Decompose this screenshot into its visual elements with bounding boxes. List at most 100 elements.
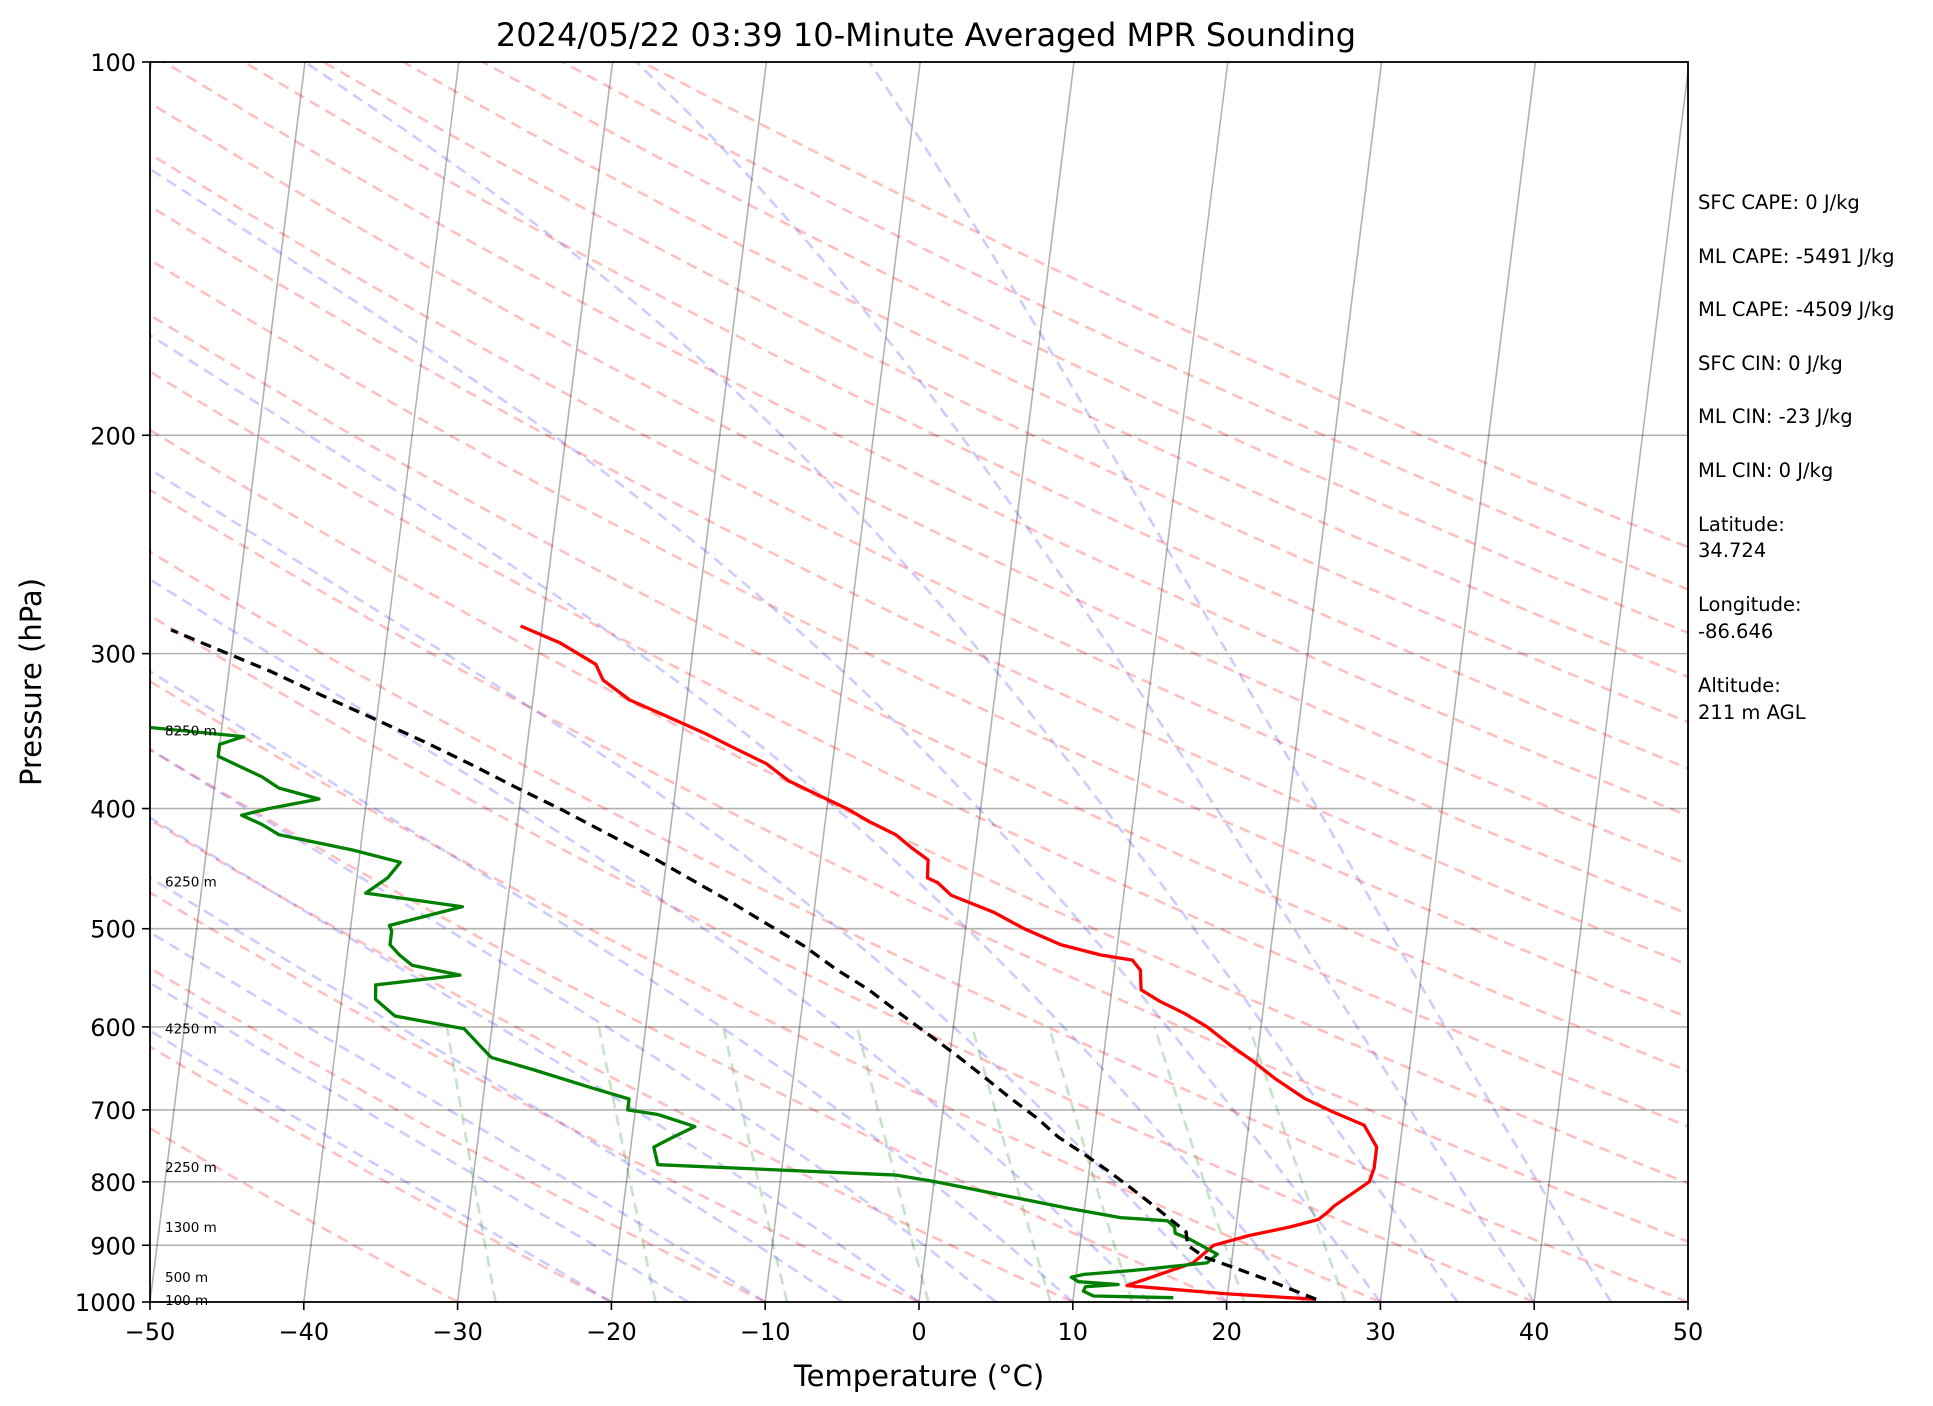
- isotherm-line: [1072, 62, 1229, 1302]
- info-line: ML CIN: -23 J/kg: [1698, 405, 1853, 428]
- dry-adiabat: [150, 488, 1688, 1244]
- reference-lines: [150, 62, 1688, 1302]
- info-line: ML CAPE: -4509 J/kg: [1698, 298, 1895, 321]
- dry-adiabat: [243, 62, 1688, 770]
- info-line: SFC CAPE: 0 J/kg: [1698, 191, 1860, 214]
- parcel-profile: [170, 628, 1317, 1301]
- isotherm-line: [610, 62, 768, 1302]
- moist-adiabat: [868, 62, 1613, 1302]
- isotherm-line: [303, 62, 460, 1302]
- y-tick-label: 200: [90, 422, 136, 450]
- info-line: SFC CIN: 0 J/kg: [1698, 352, 1843, 375]
- x-tick-label: −30: [432, 1318, 483, 1346]
- x-tick-label: 10: [1058, 1318, 1089, 1346]
- isotherm-line: [764, 62, 921, 1302]
- dry-adiabat: [150, 101, 1688, 866]
- mixing-ratio-line: [970, 1026, 1052, 1302]
- dry-adiabat: [150, 747, 1228, 1302]
- height-label: 1300 m: [165, 1220, 217, 1236]
- moist-adiabat: [150, 669, 1074, 1302]
- dry-adiabat: [150, 818, 1074, 1302]
- height-label: 2250 m: [165, 1160, 217, 1176]
- height-label: 8250 m: [165, 723, 217, 739]
- x-tick-label: 40: [1519, 1318, 1550, 1346]
- data-lines: [150, 624, 1379, 1301]
- dry-adiabat: [150, 1045, 612, 1302]
- y-tick-label: 300: [90, 641, 136, 669]
- mixing-ratio-line: [445, 1026, 497, 1302]
- isotherm-line: [918, 62, 1075, 1302]
- x-tick-label: −20: [586, 1318, 637, 1346]
- mixing-ratio-line: [722, 1026, 789, 1302]
- dry-adiabat: [322, 62, 1688, 724]
- dry-adiabat: [150, 258, 1688, 1019]
- y-tick-label: 1000: [75, 1289, 136, 1317]
- y-axis: 100 200 300 400 500 600 700 800 900 1000: [75, 49, 150, 1317]
- dry-adiabat: [150, 204, 1688, 967]
- dry-adiabat: [150, 891, 920, 1302]
- y-tick-label: 100: [90, 49, 136, 77]
- isotherm-line: [456, 62, 614, 1302]
- x-tick-label: 50: [1673, 1318, 1704, 1346]
- height-label: 100 m: [165, 1293, 208, 1309]
- dry-adiabat: [150, 428, 1688, 1185]
- moist-adiabat: [150, 467, 1228, 1302]
- height-labels: 8250 m 6250 m 4250 m 2250 m 1300 m 500 m 100 m: [165, 723, 217, 1308]
- mixing-ratio-line: [1153, 1026, 1246, 1302]
- x-tick-label: −10: [740, 1318, 791, 1346]
- y-tick-label: 400: [90, 796, 136, 824]
- height-label: 4250 m: [165, 1022, 217, 1038]
- temperature-profile: [519, 624, 1379, 1301]
- dry-adiabat: [150, 1126, 459, 1302]
- moist-adiabat: [150, 577, 1151, 1302]
- x-axis: −50 −40 −30 −20 −10 0 10 20 30 40 50: [125, 1302, 1704, 1346]
- dry-adiabat: [150, 370, 1688, 1128]
- isotherm-line: [1533, 65, 1688, 1302]
- y-tick-label: 600: [90, 1014, 136, 1042]
- isotherm-line: [150, 62, 306, 1302]
- moist-adiabat: [150, 815, 920, 1302]
- chart-title: 2024/05/22 03:39 10-Minute Averaged MPR …: [496, 16, 1356, 54]
- y-axis-label: Pressure (hPa): [14, 578, 48, 786]
- info-panel: SFC CAPE: 0 J/kg ML CAPE: -5491 J/kg ML CA…: [1698, 191, 1895, 724]
- x-axis-label: Temperature (°C): [793, 1359, 1044, 1393]
- x-tick-label: −50: [125, 1318, 176, 1346]
- isotherm-line: [1379, 62, 1537, 1302]
- moist-adiabat: [150, 876, 843, 1302]
- mixing-ratio-line: [597, 1026, 657, 1302]
- moist-adiabat: [303, 62, 1459, 1302]
- height-label: 500 m: [165, 1270, 208, 1286]
- info-line: -86.646: [1698, 620, 1773, 643]
- info-line: Latitude:: [1698, 513, 1785, 536]
- dry-adiabat: [482, 62, 1688, 635]
- moist-adiabat: [635, 62, 1536, 1302]
- info-line: ML CAPE: -5491 J/kg: [1698, 245, 1895, 268]
- mixing-ratio-line: [1248, 1026, 1347, 1302]
- info-line: 34.724: [1698, 539, 1766, 562]
- info-line: Altitude:: [1698, 674, 1781, 697]
- dry-adiabat: [150, 679, 1381, 1302]
- y-tick-label: 800: [90, 1169, 136, 1197]
- moist-adiabat: [150, 748, 997, 1302]
- info-line: ML CIN: 0 J/kg: [1698, 459, 1833, 482]
- x-tick-label: 0: [911, 1318, 926, 1346]
- x-tick-label: −40: [278, 1318, 329, 1346]
- moist-adiabat: [150, 981, 689, 1302]
- dewpoint-profile: [150, 725, 1219, 1300]
- moist-adiabat: [150, 333, 1305, 1302]
- dry-adiabat: [150, 966, 766, 1302]
- mixing-ratio-line: [855, 1026, 930, 1302]
- y-tick-label: 900: [90, 1232, 136, 1260]
- y-tick-label: 500: [90, 916, 136, 944]
- isotherm-line: [1225, 62, 1383, 1302]
- info-line: 211 m AGL: [1698, 701, 1806, 724]
- info-line: Longitude:: [1698, 593, 1802, 616]
- moist-adiabat: [150, 930, 766, 1302]
- x-tick-label: 20: [1211, 1318, 1242, 1346]
- height-label: 6250 m: [165, 874, 217, 890]
- mixing-ratio-line: [1047, 1026, 1134, 1302]
- x-tick-label: 30: [1365, 1318, 1396, 1346]
- dry-adiabat: [561, 62, 1688, 591]
- y-tick-label: 700: [90, 1097, 136, 1125]
